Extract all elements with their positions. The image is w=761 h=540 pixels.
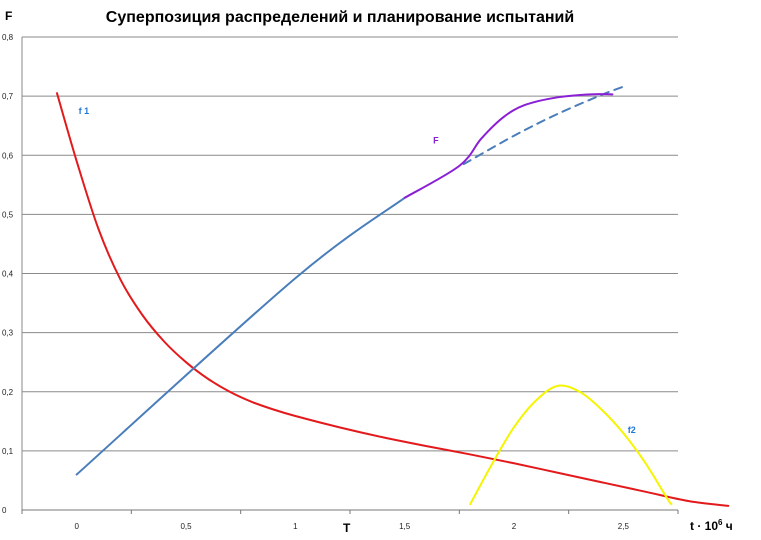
y-tick-label: 0,3 xyxy=(2,329,14,338)
x-axis-label-unit: ч xyxy=(722,519,732,533)
x-tick-label: 1 xyxy=(293,522,298,531)
series-line-f xyxy=(403,93,614,199)
annotation-layer: f 1 Ff2 xyxy=(79,106,636,435)
y-tick-label: 0,1 xyxy=(2,447,14,456)
x-tick-label: 0,5 xyxy=(180,522,192,531)
y-axis-ticks: 0 0,1 0,2 0,3 0,4 0,5 0,6 0,7 0,8 xyxy=(2,33,14,515)
y-tick-label: 0,6 xyxy=(2,151,14,160)
x-axis-label-exponent: 6 xyxy=(718,518,723,527)
y-tick-label: 0,5 xyxy=(2,210,14,219)
annotation-label: f2 xyxy=(628,425,636,435)
x-axis-ticks: 0 0,5 1 1,5 2 2,5 xyxy=(21,510,679,531)
series-line-curve-2 xyxy=(462,85,625,166)
x-axis-label: t · 106 ч xyxy=(690,518,733,533)
series-line-f1 xyxy=(55,92,730,507)
x-tick-label: 2,5 xyxy=(618,522,630,531)
x-tick-label: 1,5 xyxy=(399,522,411,531)
series-line-curve-1 xyxy=(75,196,406,476)
y-axis-label: F xyxy=(5,9,12,23)
grid xyxy=(21,36,678,511)
x-marker-label: T xyxy=(343,521,351,535)
x-axis-label-main: t · 10 xyxy=(690,519,718,533)
chart-title: Суперпозиция распределений и планировани… xyxy=(106,9,574,26)
series-line-f2 xyxy=(469,384,673,506)
annotation-label: f 1 xyxy=(79,106,90,116)
y-tick-label: 0,4 xyxy=(2,270,14,279)
y-tick-label: 0 xyxy=(2,506,7,515)
x-tick-label: 0 xyxy=(74,522,79,531)
y-tick-label: 0,2 xyxy=(2,388,14,397)
y-tick-label: 0,7 xyxy=(2,92,14,101)
x-tick-label: 2 xyxy=(512,522,517,531)
y-tick-label: 0,8 xyxy=(2,33,14,42)
series-layer xyxy=(55,85,730,507)
annotation-label: F xyxy=(433,135,439,145)
